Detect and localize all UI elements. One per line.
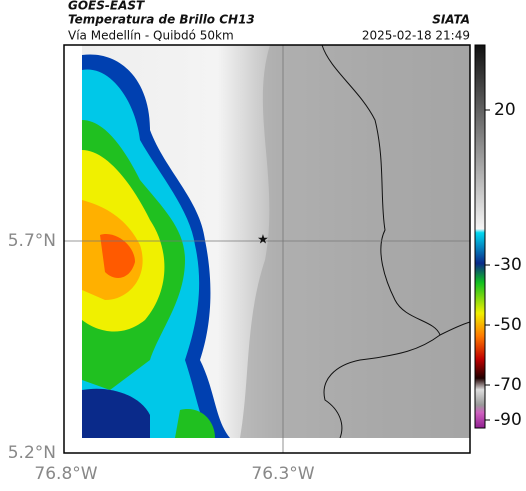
map-image: ★ xyxy=(63,44,471,454)
colorbar-tick-label: 20 xyxy=(494,100,516,120)
colorbar-tick-label: -70 xyxy=(494,375,522,395)
colorbar-tick-label: -30 xyxy=(494,255,522,275)
lat-tick-label: 5.2°N xyxy=(8,443,56,463)
colorbar-tick-label: -90 xyxy=(494,410,522,430)
source: SIATA xyxy=(432,13,470,27)
lon-tick-label: 76.3°W xyxy=(251,464,314,484)
lat-tick-label: 5.7°N xyxy=(8,231,56,251)
subtitle: Temperatura de Brillo CH13 xyxy=(68,13,255,27)
colorbar: 20 -30 -50 -70 -90 xyxy=(474,44,522,430)
lon-tick-label: 76.8°W xyxy=(34,464,97,484)
title: GOES-EAST xyxy=(68,0,145,13)
datetime: 2025-02-18 21:49 xyxy=(362,29,470,43)
location: Vía Medellín - Quibdó 50km xyxy=(68,29,234,43)
svg-text:★: ★ xyxy=(257,233,269,248)
colorbar-tick-label: -50 xyxy=(494,315,522,335)
